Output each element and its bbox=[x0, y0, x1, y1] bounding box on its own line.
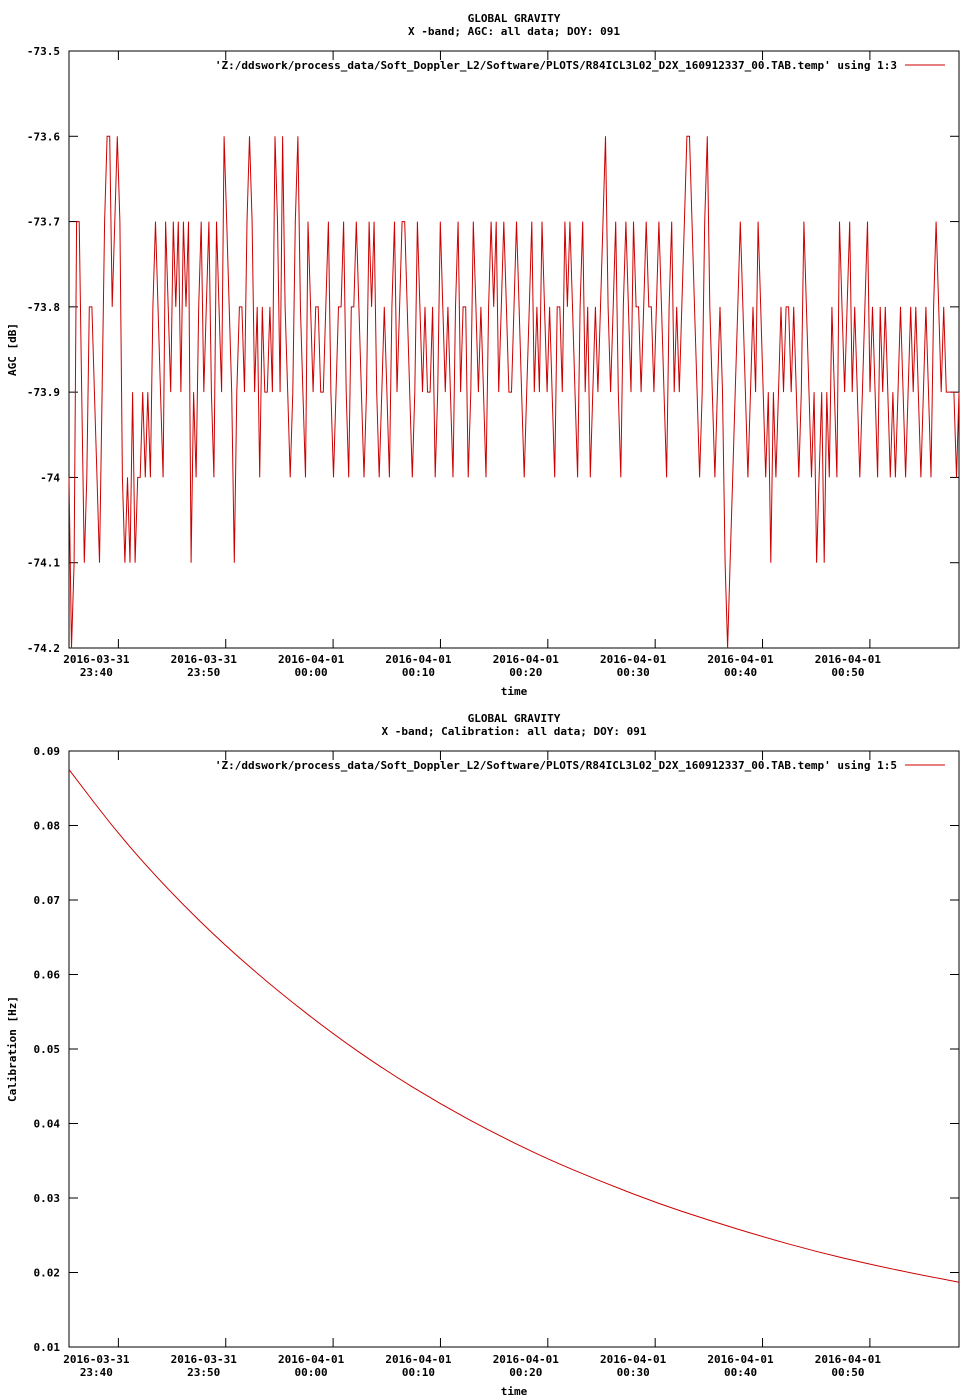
x-tick-label-time: 00:20 bbox=[509, 1366, 542, 1379]
y-tick-label: -74 bbox=[40, 471, 60, 484]
y-tick-label: -73.6 bbox=[27, 130, 60, 143]
x-tick-label-date: 2016-04-01 bbox=[278, 653, 345, 666]
y-tick-label: -73.5 bbox=[27, 45, 60, 58]
x-tick-label-time: 23:50 bbox=[187, 1366, 220, 1379]
x-tick-label-time: 23:40 bbox=[80, 666, 113, 679]
x-tick-label-time: 00:10 bbox=[402, 1366, 435, 1379]
x-axis-label: time bbox=[501, 685, 528, 698]
x-tick-label-time: 00:50 bbox=[831, 666, 864, 679]
legend-label: 'Z:/ddswork/process_data/Soft_Doppler_L2… bbox=[215, 59, 897, 72]
data-series-line bbox=[68, 769, 960, 1283]
y-tick-label: 0.07 bbox=[34, 894, 61, 907]
chart-title: GLOBAL GRAVITY bbox=[468, 12, 561, 25]
x-axis-label: time bbox=[501, 1385, 528, 1398]
x-tick-label-time: 23:50 bbox=[187, 666, 220, 679]
y-tick-label: -73.9 bbox=[27, 386, 60, 399]
x-tick-label-time: 00:50 bbox=[831, 1366, 864, 1379]
chart-title: GLOBAL GRAVITY bbox=[468, 712, 561, 725]
x-tick-label-date: 2016-04-01 bbox=[493, 1353, 560, 1366]
x-tick-label-date: 2016-04-01 bbox=[815, 653, 882, 666]
y-tick-label: -73.7 bbox=[27, 216, 60, 229]
x-tick-label-time: 00:10 bbox=[402, 666, 435, 679]
x-tick-label-time: 23:40 bbox=[80, 1366, 113, 1379]
x-tick-label-time: 00:30 bbox=[617, 1366, 650, 1379]
chart-subtitle: X -band; AGC: all data; DOY: 091 bbox=[408, 25, 620, 38]
chart-subtitle: X -band; Calibration: all data; DOY: 091 bbox=[382, 725, 647, 738]
x-tick-label-date: 2016-04-01 bbox=[493, 653, 560, 666]
x-tick-label-date: 2016-03-31 bbox=[63, 653, 130, 666]
y-tick-label: 0.05 bbox=[34, 1043, 61, 1056]
y-axis-label: AGC [dB] bbox=[6, 323, 19, 376]
x-tick-label-date: 2016-04-01 bbox=[385, 1353, 452, 1366]
x-tick-label-date: 2016-04-01 bbox=[815, 1353, 882, 1366]
y-tick-label: 0.08 bbox=[34, 820, 61, 833]
x-tick-label-date: 2016-03-31 bbox=[171, 1353, 238, 1366]
x-tick-label-date: 2016-04-01 bbox=[707, 1353, 774, 1366]
x-tick-label-time: 00:40 bbox=[724, 666, 757, 679]
y-tick-label: 0.03 bbox=[34, 1192, 61, 1205]
x-tick-label-time: 00:40 bbox=[724, 1366, 757, 1379]
x-tick-label-time: 00:30 bbox=[617, 666, 650, 679]
y-tick-label: 0.06 bbox=[34, 969, 61, 982]
y-axis-label: Calibration [Hz] bbox=[6, 996, 19, 1102]
x-tick-label-date: 2016-04-01 bbox=[600, 1353, 667, 1366]
x-tick-label-date: 2016-04-01 bbox=[707, 653, 774, 666]
data-series-line bbox=[68, 135, 960, 649]
y-tick-label: 0.04 bbox=[34, 1118, 61, 1131]
x-tick-label-date: 2016-04-01 bbox=[278, 1353, 345, 1366]
x-tick-label-date: 2016-03-31 bbox=[171, 653, 238, 666]
x-tick-label-date: 2016-03-31 bbox=[63, 1353, 130, 1366]
y-tick-label: 0.02 bbox=[34, 1267, 61, 1280]
x-tick-label-time: 00:20 bbox=[509, 666, 542, 679]
x-tick-label-date: 2016-04-01 bbox=[600, 653, 667, 666]
legend-label: 'Z:/ddswork/process_data/Soft_Doppler_L2… bbox=[215, 759, 897, 772]
y-tick-label: -74.1 bbox=[27, 557, 60, 570]
x-tick-label-date: 2016-04-01 bbox=[385, 653, 452, 666]
plot-frame bbox=[68, 50, 960, 649]
y-tick-label: -74.2 bbox=[27, 642, 60, 655]
y-tick-label: -73.8 bbox=[27, 301, 60, 314]
y-tick-label: 0.01 bbox=[34, 1341, 61, 1354]
plot-frame bbox=[68, 750, 960, 1348]
x-tick-label-time: 00:00 bbox=[295, 1366, 328, 1379]
x-tick-label-time: 00:00 bbox=[295, 666, 328, 679]
y-tick-label: 0.09 bbox=[34, 745, 61, 758]
